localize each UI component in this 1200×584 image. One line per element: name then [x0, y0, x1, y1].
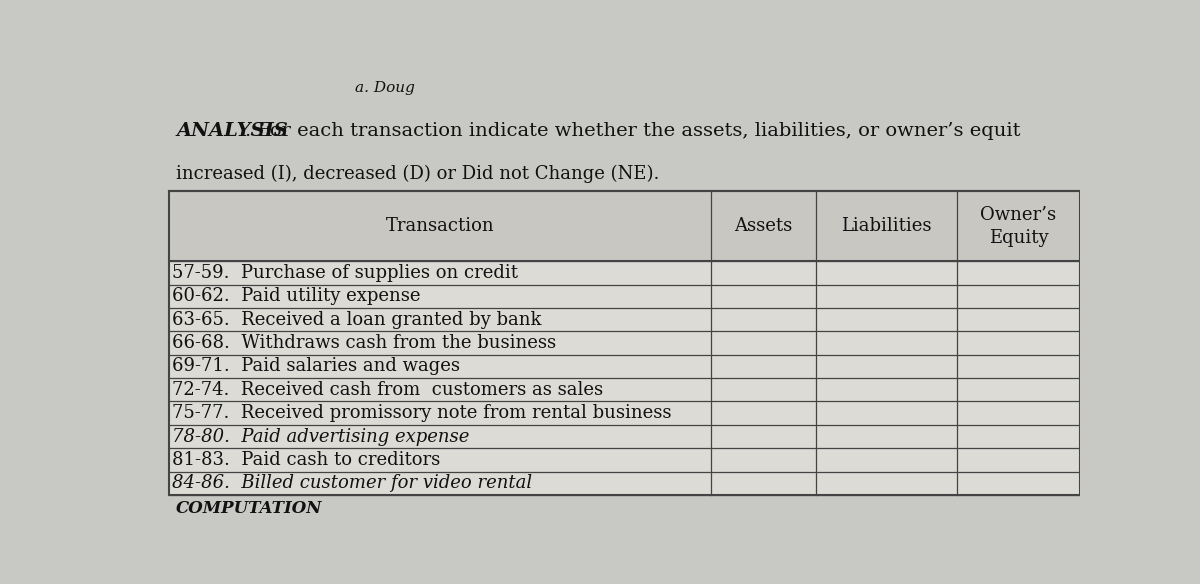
Text: . For each transaction indicate whether the assets, liabilities, or owner’s equi: . For each transaction indicate whether … — [245, 122, 1020, 140]
Text: Owner’s
Equity: Owner’s Equity — [980, 206, 1056, 247]
Bar — [168, 192, 1080, 261]
Bar — [168, 192, 1080, 495]
Bar — [168, 261, 1080, 284]
Bar — [168, 354, 1080, 378]
Text: 60-62.  Paid utility expense: 60-62. Paid utility expense — [173, 287, 421, 305]
Bar — [168, 449, 1080, 472]
Bar — [168, 284, 1080, 308]
Text: 69-71.  Paid salaries and wages: 69-71. Paid salaries and wages — [173, 357, 461, 376]
Text: 63-65.  Received a loan granted by bank: 63-65. Received a loan granted by bank — [173, 311, 542, 329]
Text: ANALYSIS: ANALYSIS — [176, 122, 288, 140]
Text: 78-80.  Paid advertising expense: 78-80. Paid advertising expense — [173, 427, 469, 446]
Text: increased (I), decreased (D) or Did not Change (NE).: increased (I), decreased (D) or Did not … — [176, 165, 660, 183]
Bar — [168, 378, 1080, 401]
Text: 57-59.  Purchase of supplies on credit: 57-59. Purchase of supplies on credit — [173, 264, 518, 282]
Text: 75-77.  Received promissory note from rental business: 75-77. Received promissory note from ren… — [173, 404, 672, 422]
Bar — [168, 472, 1080, 495]
Bar — [168, 331, 1080, 354]
Text: 66-68.  Withdraws cash from the business: 66-68. Withdraws cash from the business — [173, 334, 557, 352]
Bar — [168, 192, 1080, 495]
Text: 72-74.  Received cash from  customers as sales: 72-74. Received cash from customers as s… — [173, 381, 604, 399]
Bar — [168, 401, 1080, 425]
Text: Transaction: Transaction — [385, 217, 494, 235]
Text: Liabilities: Liabilities — [841, 217, 931, 235]
Text: Assets: Assets — [734, 217, 792, 235]
Bar — [168, 308, 1080, 331]
Bar — [168, 425, 1080, 449]
Text: 81-83.  Paid cash to creditors: 81-83. Paid cash to creditors — [173, 451, 440, 469]
Text: a. Doug: a. Doug — [355, 81, 414, 95]
Text: COMPUTATION: COMPUTATION — [176, 499, 323, 516]
Text: 84-86.  Billed customer for video rental: 84-86. Billed customer for video rental — [173, 474, 533, 492]
